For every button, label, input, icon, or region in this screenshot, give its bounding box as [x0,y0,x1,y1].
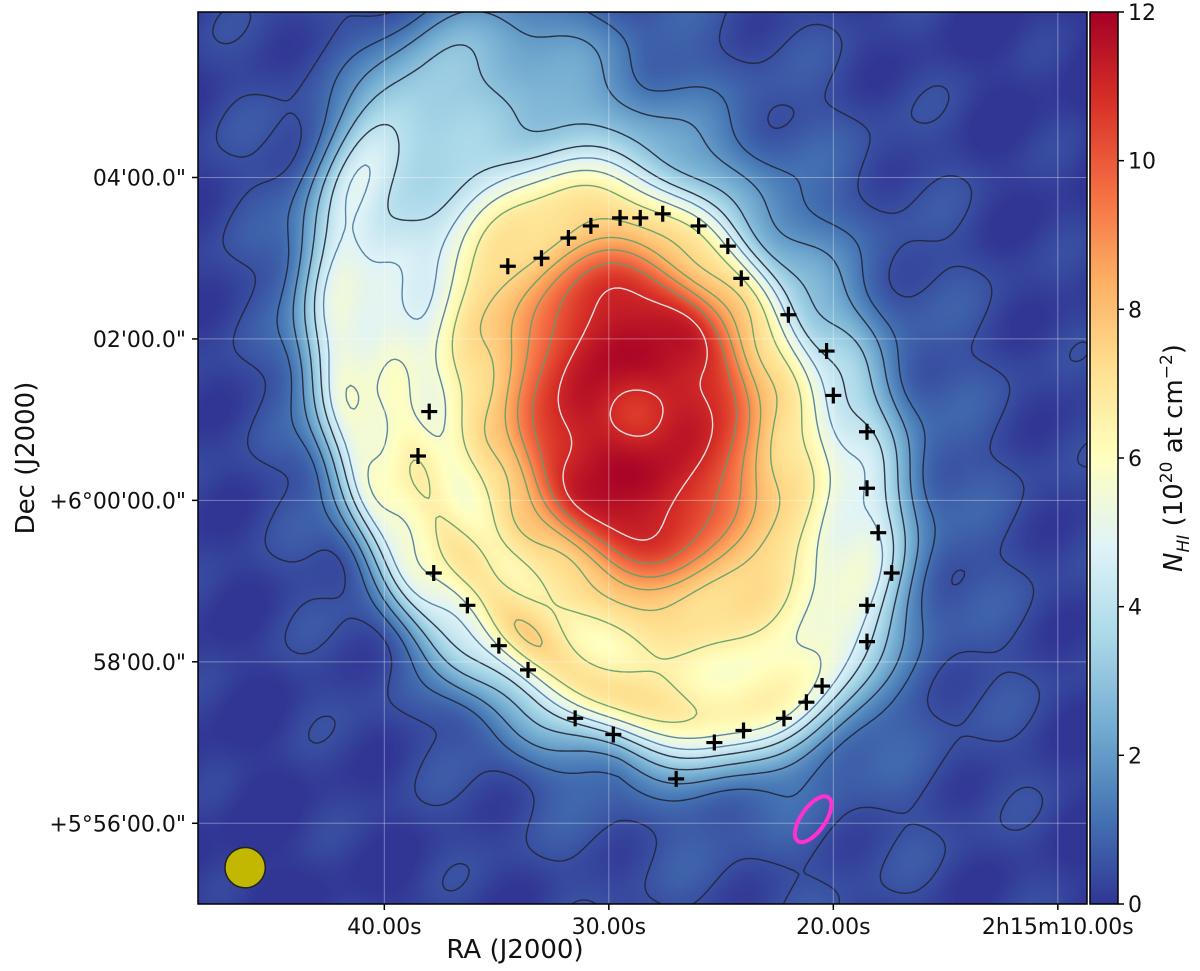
contour-level-12 [557,287,714,541]
ring-marker [735,722,752,739]
ring-marker [690,217,707,234]
contour-level-1 [276,12,936,802]
contour-level-9 [504,236,762,591]
colorbar: 0 2 4 6 8 10 12 NHI (1020 at cm−2) [1089,1,1194,918]
contour-level-10 [516,249,751,578]
contour-level-11 [531,262,738,565]
ring-marker [858,423,875,440]
colorbar-label-end: ) [1159,344,1189,354]
colorbar-label-sub: HI [1174,535,1194,553]
y-axis: 04'00.0" 02'00.0" +6°00'00.0" 58'00.0" +5°56… [49,166,198,837]
plot-frame [197,11,1088,905]
ring-marker [425,565,442,582]
colorbar-tick-label: 6 [1128,447,1142,472]
beam-circle [224,846,267,889]
ring-marker [858,597,875,614]
x-tick-label: 20.00s [796,915,870,940]
y-tick-label: +6°00'00.0" [49,489,186,514]
contour-level-6 [345,169,831,739]
pink-ellipse-marker [792,794,834,845]
ring-marker [825,387,842,404]
y-axis-label: Dec (J2000) [11,382,41,535]
ring-marker [733,270,750,287]
colorbar-tick-label: 0 [1128,893,1142,918]
y-tick-label: 04'00.0" [93,166,186,191]
colorbar-label-main: N [1159,552,1189,571]
ring-marker [490,637,507,654]
x-tick-label: 30.00s [572,915,646,940]
colorbar-tick-label: 12 [1128,1,1156,26]
ring-marker [858,480,875,497]
colorbar-ticks: 0 2 4 6 8 10 12 [1118,1,1156,918]
ring-marker [632,209,649,226]
ring-marker [421,403,438,420]
contour-level-0 [212,12,1087,904]
ring-marker [520,661,537,678]
ring-marker [567,710,584,727]
x-tick-label: 40.00s [347,915,421,940]
colorbar-label-open: (10 [1159,483,1189,535]
colorbar-tick-label: 2 [1128,744,1142,769]
plot-area [197,11,1088,905]
ring-marker [858,633,875,650]
x-tick-label: 2h15m10.00s [982,915,1134,940]
ring-marker [706,734,723,751]
ring-marker [818,343,835,360]
colorbar-tick-label: 8 [1128,298,1142,323]
contour-lines [212,12,1087,904]
ring-marker [668,770,685,787]
coordinate-grid [198,12,1087,904]
ring-marker [780,306,797,323]
ring-marker [499,258,516,275]
colorbar-label: NHI (1020 at cm−2) [1157,344,1194,572]
colorbar-label-neg: −2 [1157,354,1177,379]
contour-level-5 [322,157,884,751]
ring-marker [719,238,736,255]
ring-marker [459,597,476,614]
x-axis-label: RA (J2000) [446,935,583,965]
contour-level-3 [303,44,906,771]
y-tick-label: 58'00.0" [93,651,186,676]
colorbar-tick-label: 10 [1128,150,1156,175]
ring-marker [798,694,815,711]
contour-level-7 [409,184,815,723]
ring-marker [560,230,577,247]
ring-marker [582,217,599,234]
y-tick-label: 02'00.0" [93,328,186,353]
contour-level-2 [292,12,920,785]
colorbar-label-exp: 20 [1157,462,1177,484]
ring-marker [883,565,900,582]
ring-marker [870,524,887,541]
x-axis: 40.00s 30.00s 20.00s 2h15m10.00s [347,904,1134,940]
ring-marker [775,710,792,727]
ring-marker [605,726,622,743]
colorbar-tick-label: 4 [1128,596,1142,621]
ring-marker [612,209,629,226]
ring-marker [533,250,550,267]
ring-marker [814,678,831,695]
colorbar-label-close: at cm [1159,379,1189,461]
y-tick-label: +5°56'00.0" [49,812,186,837]
colorbar-gradient [1089,11,1119,905]
ring-markers [410,205,900,787]
ring-marker [410,447,427,464]
ring-marker [654,205,671,222]
